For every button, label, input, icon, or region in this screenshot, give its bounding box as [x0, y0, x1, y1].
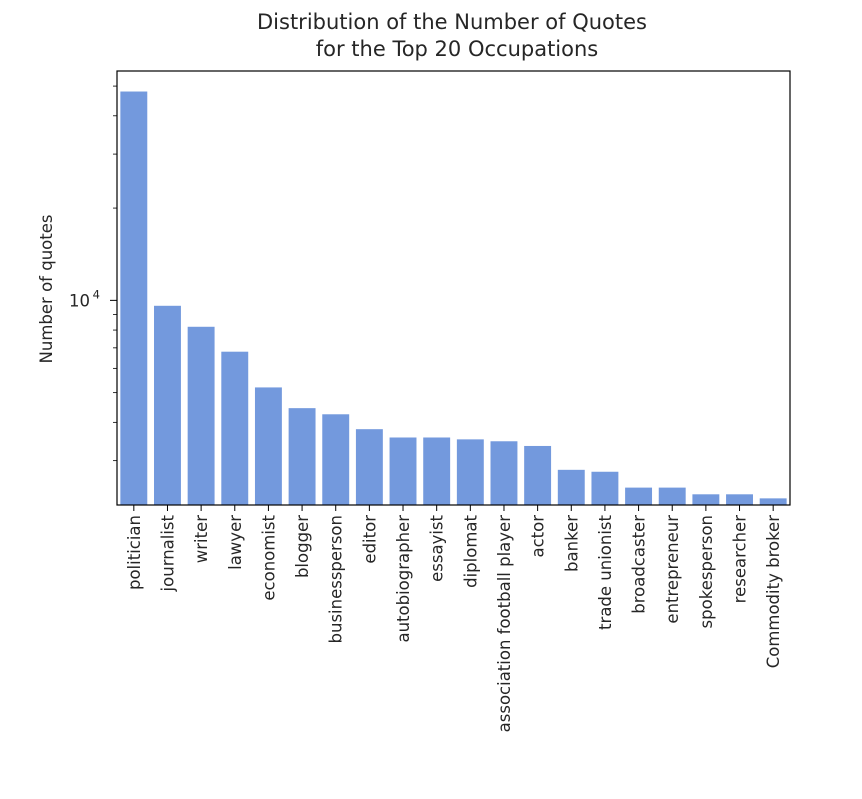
bar-broadcaster	[625, 487, 653, 505]
bar-editor	[355, 429, 383, 505]
bar-autobiographer	[389, 437, 417, 505]
x-tick-label: spokesperson	[697, 515, 716, 628]
bar-entrepreneur	[658, 487, 686, 505]
x-tick-label: politician	[125, 515, 144, 590]
x-tick-label: banker	[562, 515, 581, 572]
x-tick-label: actor	[529, 515, 548, 558]
bar-journalist	[154, 305, 181, 505]
x-tick-label: writer	[192, 515, 211, 563]
bar-diplomat	[456, 439, 484, 505]
bar-commodity-broker	[759, 498, 787, 505]
x-tick-label: essayist	[428, 514, 447, 581]
x-tick-label: entrepreneur	[663, 515, 682, 624]
bar-essayist	[423, 437, 451, 505]
x-tick-label: diplomat	[461, 514, 480, 587]
plot-frame	[116, 70, 791, 506]
y-axis: 10 4	[69, 85, 117, 462]
x-tick-label: lawyer	[226, 515, 245, 570]
x-tick-label: researcher	[731, 515, 750, 604]
bar-lawyer	[221, 351, 249, 505]
bar-blogger	[288, 408, 316, 505]
bar-spokesperson	[692, 494, 720, 505]
x-axis: politician journalist writer lawyer economis…	[125, 505, 783, 732]
bar-politician	[120, 91, 148, 506]
bar-association-football-player	[490, 441, 518, 505]
bar-trade-unionist	[591, 471, 619, 505]
bar-banker	[557, 469, 585, 505]
x-tick-label: economist	[259, 514, 278, 600]
bar-actor	[524, 445, 552, 505]
x-tick-label: Commodity broker	[764, 515, 783, 669]
x-tick-label: trade unionist	[596, 514, 615, 629]
x-tick-label: editor	[360, 515, 379, 564]
bar-writer	[187, 326, 215, 505]
x-tick-label: autobiographer	[394, 515, 413, 643]
x-tick-label: businessperson	[327, 515, 346, 643]
x-tick-label: broadcaster	[630, 515, 649, 614]
y-tick-label: 10	[69, 291, 90, 310]
bar-researcher	[726, 494, 753, 505]
x-tick-label: journalist	[158, 514, 177, 592]
y-axis-label: Number of quotes	[37, 215, 56, 364]
y-tick-label-exponent: 4	[93, 287, 100, 301]
chart-title-line-2: for the Top 20 Occupations	[316, 37, 599, 61]
chart-title: Distribution of the Number of Quotes for…	[257, 10, 647, 61]
bars-group	[120, 91, 787, 506]
bar-economist	[254, 387, 282, 505]
x-tick-label: association football player	[495, 515, 514, 733]
bar-businessperson	[322, 414, 350, 505]
chart-title-line-1: Distribution of the Number of Quotes	[257, 10, 647, 34]
x-tick-label: blogger	[293, 515, 312, 578]
